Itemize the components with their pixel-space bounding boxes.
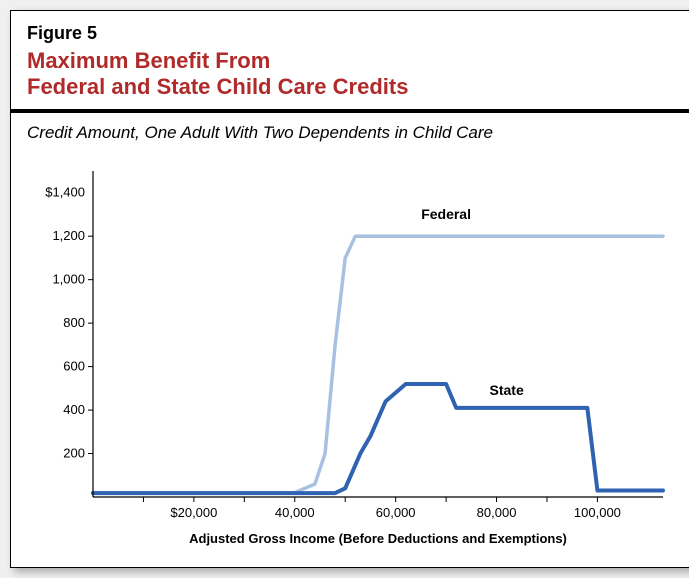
x-tick-label: 80,000 bbox=[477, 505, 517, 520]
x-tick-label: 60,000 bbox=[376, 505, 416, 520]
y-top-label: $1,400 bbox=[45, 185, 85, 200]
x-axis-label: Adjusted Gross Income (Before Deductions… bbox=[189, 531, 567, 546]
title-line2: Federal and State Child Care Credits bbox=[27, 74, 408, 99]
y-tick-label: 600 bbox=[63, 358, 85, 373]
figure-container: Figure 5 Maximum Benefit From Federal an… bbox=[10, 10, 689, 568]
x-tick-label: 40,000 bbox=[275, 505, 315, 520]
series-state bbox=[93, 384, 663, 493]
benefit-chart: 200 400 600 800 1,000 1,200 $1,400 $20,000 40,00… bbox=[31, 153, 671, 553]
chart-area: 200 400 600 800 1,000 1,200 $1,400 $20,000 40,00… bbox=[11, 143, 689, 567]
series-federal bbox=[93, 236, 663, 492]
series-label-state: State bbox=[490, 382, 524, 398]
x-tick-label: $20,000 bbox=[170, 505, 217, 520]
figure-title: Maximum Benefit From Federal and State C… bbox=[27, 48, 682, 101]
y-tick-label: 1,000 bbox=[52, 271, 85, 286]
y-tick-label: 200 bbox=[63, 445, 85, 460]
y-tick-label: 400 bbox=[63, 402, 85, 417]
figure-header: Figure 5 Maximum Benefit From Federal an… bbox=[11, 11, 689, 109]
series-label-federal: Federal bbox=[421, 206, 471, 222]
title-line1: Maximum Benefit From bbox=[27, 48, 270, 73]
figure-number: Figure 5 bbox=[27, 23, 682, 44]
y-tick-label: 800 bbox=[63, 315, 85, 330]
x-tick-label: 100,000 bbox=[574, 505, 621, 520]
y-tick-label: 1,200 bbox=[52, 228, 85, 243]
figure-subhead: Credit Amount, One Adult With Two Depend… bbox=[11, 113, 689, 143]
